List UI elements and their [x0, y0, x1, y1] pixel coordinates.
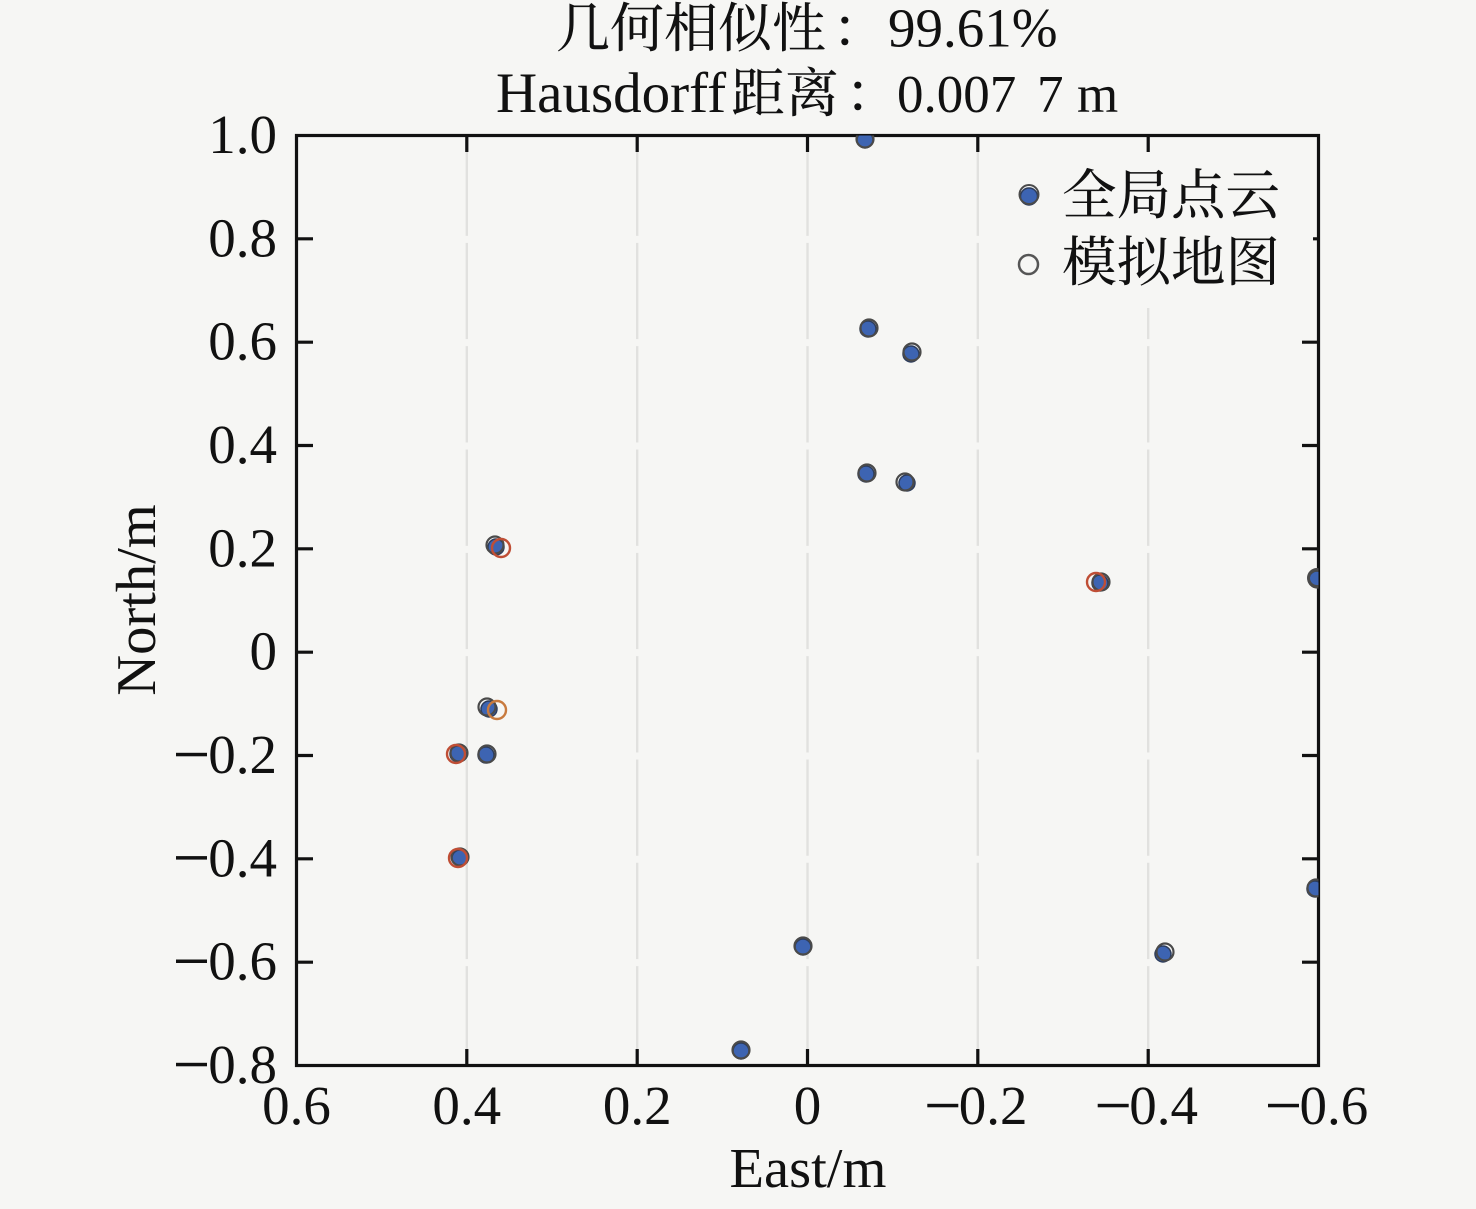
svg-text:0.6: 0.6 [208, 931, 277, 992]
svg-text:0.2: 0.2 [208, 724, 277, 785]
svg-text:m: m [1077, 66, 1118, 124]
svg-text:0.2: 0.2 [959, 1075, 1028, 1136]
svg-text:0.007: 0.007 [897, 66, 1016, 124]
svg-text:0.8: 0.8 [208, 207, 277, 268]
svg-text:0.2: 0.2 [208, 517, 277, 578]
svg-text:0.6: 0.6 [262, 1075, 331, 1136]
svg-text:0.4: 0.4 [432, 1075, 501, 1136]
svg-text:0.4: 0.4 [208, 827, 277, 888]
svg-text:Hausdorff: Hausdorff [496, 62, 726, 125]
svg-text:0.8: 0.8 [208, 1034, 277, 1095]
svg-text:North/m: North/m [106, 504, 168, 696]
svg-text:0.4: 0.4 [208, 414, 277, 475]
svg-text:99.61%: 99.61% [888, 0, 1058, 59]
svg-text:0.6: 0.6 [208, 311, 277, 372]
svg-text:0: 0 [794, 1075, 822, 1136]
svg-text:1.0: 1.0 [208, 104, 277, 165]
svg-text:0.6: 0.6 [1300, 1075, 1369, 1136]
svg-text:7: 7 [1037, 66, 1064, 124]
svg-text:0: 0 [250, 621, 278, 682]
svg-text:0.2: 0.2 [603, 1075, 672, 1136]
svg-text:East/m: East/m [730, 1138, 887, 1200]
svg-text:0.4: 0.4 [1129, 1075, 1198, 1136]
